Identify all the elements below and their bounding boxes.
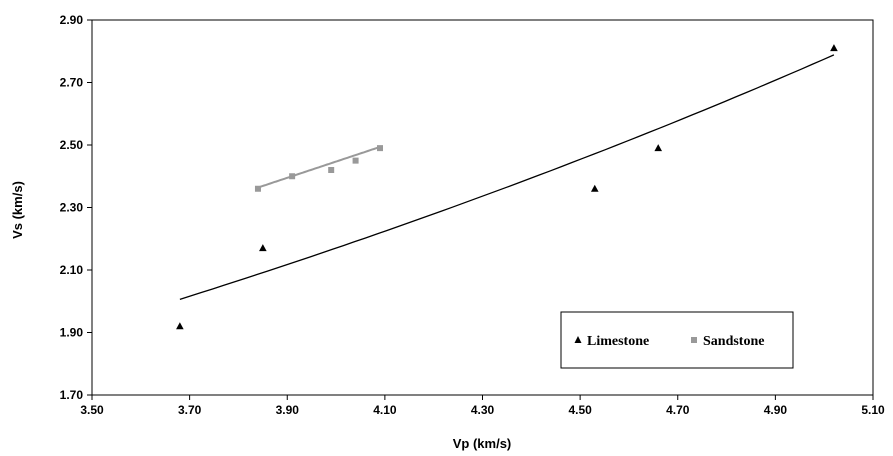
data-point [590, 184, 599, 192]
y-axis-title: Vs (km/s) [10, 181, 25, 239]
data-point [289, 173, 296, 180]
series-limestone [176, 44, 838, 330]
y-tick-label: 2.90 [60, 13, 84, 27]
x-tick-label: 4.50 [568, 403, 592, 417]
legend-label-sandstone: Sandstone [703, 334, 764, 349]
x-tick-label: 4.10 [373, 403, 397, 417]
x-axis-title: Vp (km/s) [453, 436, 512, 451]
legend-label-limestone: Limestone [587, 334, 649, 349]
data-point [376, 145, 383, 152]
x-tick-label: 3.70 [178, 403, 202, 417]
data-point [830, 44, 838, 52]
legend: Limestone Sandstone [560, 311, 794, 369]
y-tick-label: 2.50 [60, 138, 84, 152]
y-tick-label: 1.70 [60, 388, 84, 402]
trendline-sandstone [257, 145, 381, 189]
y-tick-label: 2.30 [60, 201, 84, 215]
series-layer [176, 44, 838, 330]
x-tick-label: 5.10 [861, 403, 885, 417]
data-point [259, 244, 267, 252]
data-point [654, 144, 663, 152]
legend-marker-limestone [574, 336, 582, 343]
data-point [328, 167, 335, 173]
y-tick-label: 1.90 [60, 326, 84, 340]
data-point [352, 157, 359, 164]
data-point [254, 185, 261, 192]
legend-marker-sandstone [691, 337, 697, 343]
x-tick-label: 3.50 [80, 403, 104, 417]
data-point [176, 322, 184, 330]
trendline-limestone [179, 54, 835, 301]
x-tick-label: 4.70 [666, 403, 690, 417]
y-axis-ticks: 1.70 1.90 2.10 2.30 2.50 2.70 2.90 [60, 13, 92, 402]
x-tick-label: 4.30 [471, 403, 495, 417]
x-axis-ticks: 3.50 3.70 3.90 4.10 4.30 4.50 4.70 4.90 5.10 [80, 395, 885, 417]
x-tick-label: 4.90 [764, 403, 788, 417]
series-sandstone [254, 145, 383, 192]
x-tick-label: 3.90 [276, 403, 300, 417]
y-tick-label: 2.10 [60, 263, 84, 277]
legend-box [560, 311, 794, 369]
y-tick-label: 2.70 [60, 76, 84, 90]
